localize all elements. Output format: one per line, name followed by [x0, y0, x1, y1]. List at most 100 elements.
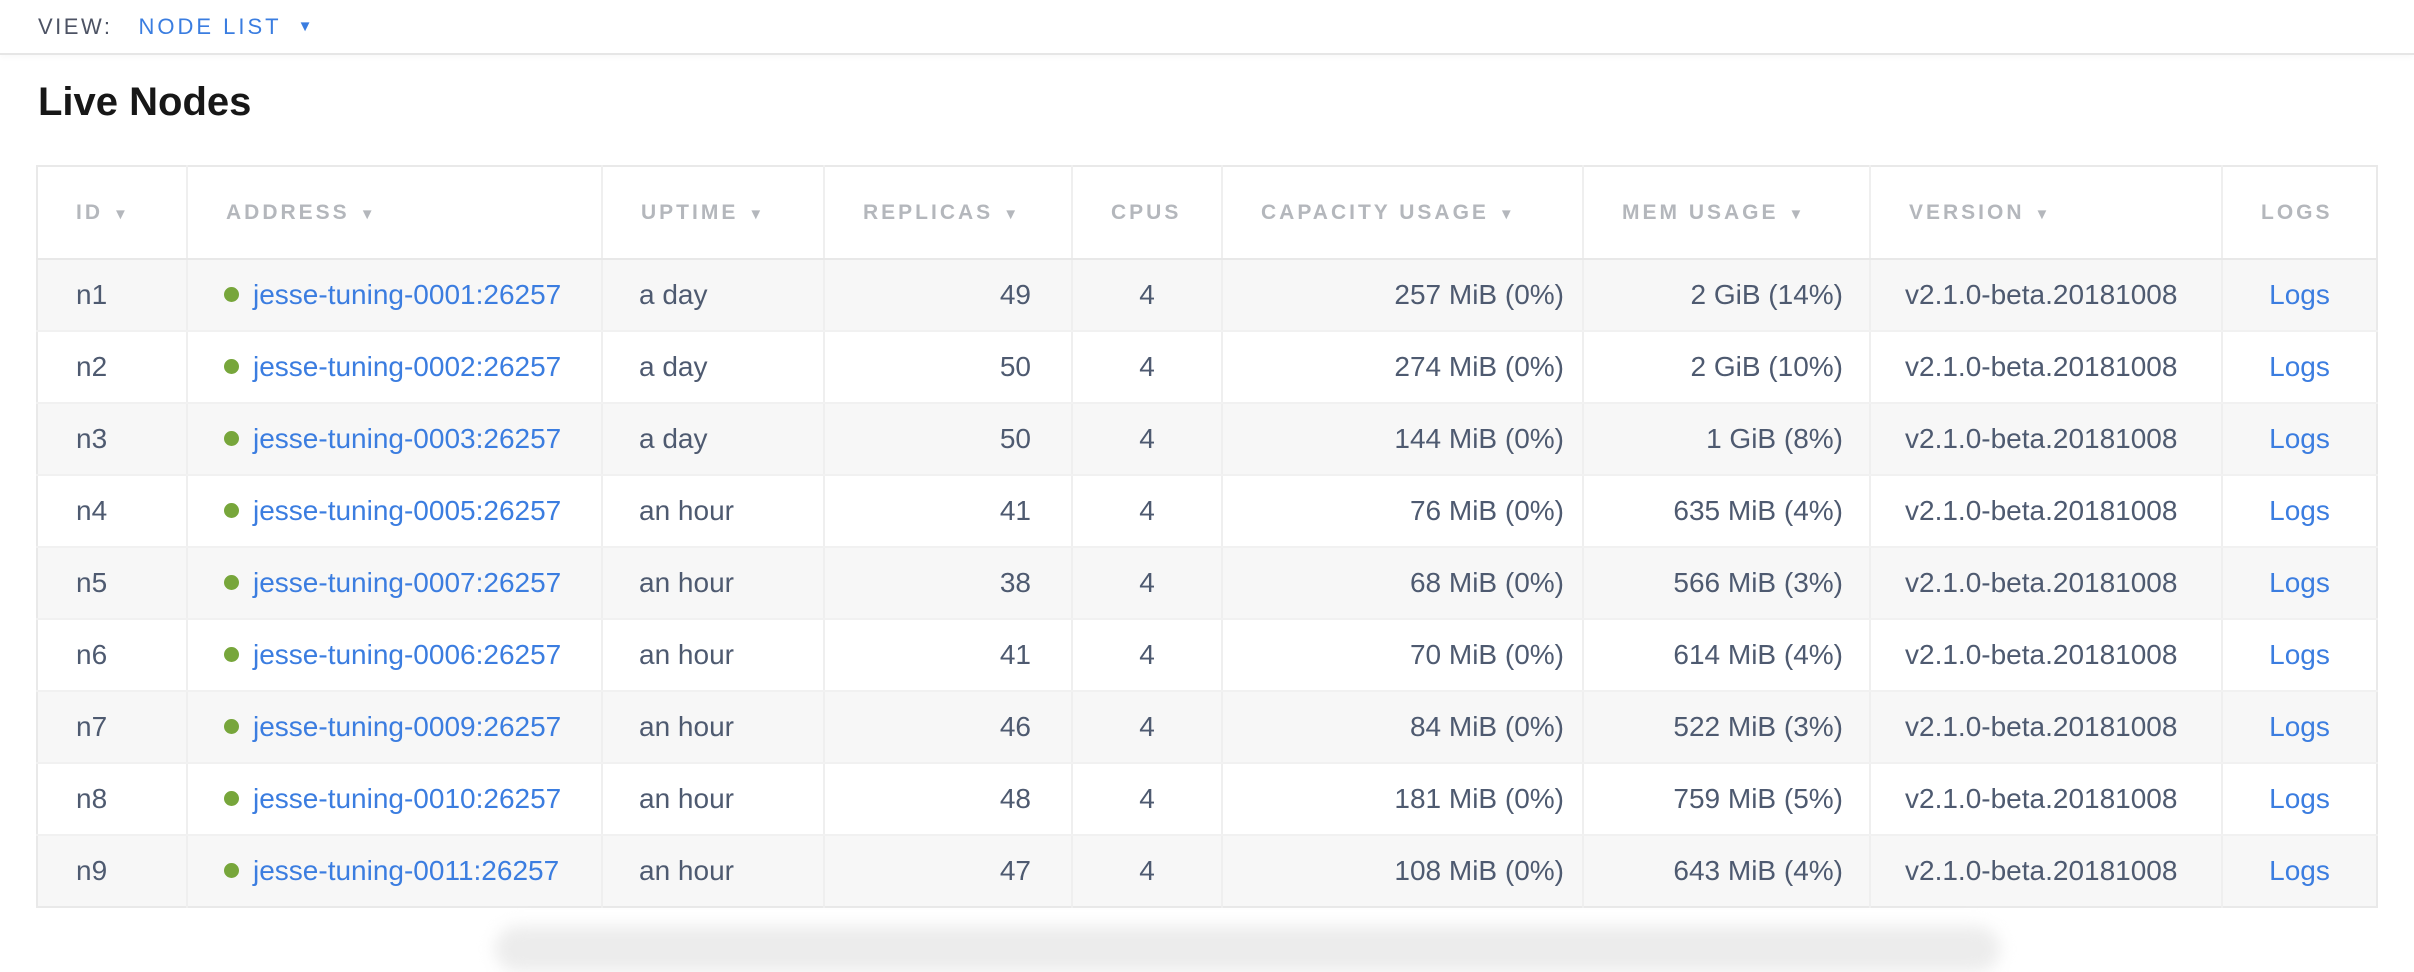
uptime-cell: a day [602, 331, 825, 404]
sort-desc-icon: ▼ [113, 205, 131, 223]
node-logs-link[interactable]: Logs [2269, 711, 2330, 742]
sort-desc-icon: ▼ [2034, 205, 2053, 223]
column-header-label: REPLICAS [863, 200, 994, 224]
replicas-cell: 50 [824, 403, 1073, 476]
column-header-label: CPUS [1111, 200, 1182, 224]
view-selector-dropdown[interactable]: NODE LIST ▼ [138, 14, 312, 40]
replicas-cell: 50 [824, 331, 1073, 404]
uptime-cell: an hour [602, 619, 825, 692]
uptime-cell: an hour [602, 475, 825, 548]
node-logs-link[interactable]: Logs [2269, 783, 2330, 814]
column-header-label: LOGS [2261, 200, 2333, 224]
node-row-n1: n1 jesse-tuning-0001:26257 a day 49 4 257 MiB… [37, 259, 2377, 332]
cpus-cell: 4 [1072, 259, 1223, 332]
cpus-cell: 4 [1072, 763, 1223, 836]
address-cell: jesse-tuning-0002:26257 [187, 331, 603, 404]
node-logs-link[interactable]: Logs [2269, 423, 2330, 454]
address-cell: jesse-tuning-0005:26257 [187, 475, 603, 548]
capacity-cell: 181 MiB (0%) [1222, 763, 1584, 836]
node-logs-link[interactable]: Logs [2269, 279, 2330, 310]
node-logs-link[interactable]: Logs [2269, 855, 2330, 886]
mem-cell: 522 MiB (3%) [1583, 691, 1871, 764]
uptime-cell: an hour [602, 835, 825, 907]
node-address-link[interactable]: jesse-tuning-0003:26257 [253, 423, 562, 454]
capacity-cell: 68 MiB (0%) [1222, 547, 1584, 620]
replicas-cell: 48 [824, 763, 1073, 836]
column-header-mem[interactable]: MEM USAGE ▼ [1583, 166, 1871, 260]
node-row-n9: n9 jesse-tuning-0011:26257 an hour 47 4 108 M… [37, 835, 2377, 907]
node-logs-link[interactable]: Logs [2269, 351, 2330, 382]
live-nodes-table: ID ▼ ADDRESS ▼ UPTIME ▼ REPLICAS ▼ CPUS CAPACITY … [36, 165, 2378, 908]
node-address-link[interactable]: jesse-tuning-0005:26257 [253, 495, 562, 526]
capacity-cell: 76 MiB (0%) [1222, 475, 1584, 548]
column-header-label: MEM USAGE [1622, 200, 1779, 224]
column-header-uptime[interactable]: UPTIME ▼ [602, 166, 825, 260]
id-cell: n8 [37, 763, 188, 836]
node-live-status-icon [224, 791, 239, 807]
mem-cell: 1 GiB (8%) [1583, 403, 1871, 476]
version-cell: v2.1.0-beta.20181008 [1870, 259, 2223, 332]
column-header-version[interactable]: VERSION ▼ [1870, 166, 2223, 260]
column-header-label: ADDRESS [226, 200, 350, 224]
capacity-cell: 274 MiB (0%) [1222, 331, 1584, 404]
node-live-status-icon [224, 863, 239, 879]
version-cell: v2.1.0-beta.20181008 [1870, 403, 2223, 476]
sort-desc-icon: ▼ [748, 205, 767, 223]
capacity-cell: 257 MiB (0%) [1222, 259, 1584, 332]
column-header-address[interactable]: ADDRESS ▼ [187, 166, 603, 260]
cpus-cell: 4 [1072, 835, 1223, 907]
address-cell: jesse-tuning-0006:26257 [187, 619, 603, 692]
node-address-link[interactable]: jesse-tuning-0001:26257 [253, 279, 562, 310]
id-cell: n2 [37, 331, 188, 404]
node-logs-link[interactable]: Logs [2269, 495, 2330, 526]
uptime-cell: an hour [602, 763, 825, 836]
version-cell: v2.1.0-beta.20181008 [1870, 835, 2223, 907]
mem-cell: 635 MiB (4%) [1583, 475, 1871, 548]
node-row-n5: n5 jesse-tuning-0007:26257 an hour 38 4 68 Mi… [37, 547, 2377, 620]
column-header-label: CAPACITY USAGE [1261, 200, 1489, 224]
node-logs-link[interactable]: Logs [2269, 639, 2330, 670]
cpus-cell: 4 [1072, 547, 1223, 620]
mem-cell: 2 GiB (14%) [1583, 259, 1871, 332]
node-live-status-icon [224, 359, 239, 375]
node-address-link[interactable]: jesse-tuning-0006:26257 [253, 639, 562, 670]
node-row-n7: n7 jesse-tuning-0009:26257 an hour 46 4 84 Mi… [37, 691, 2377, 764]
sort-desc-icon: ▼ [359, 205, 378, 223]
column-header-replicas[interactable]: REPLICAS ▼ [824, 166, 1073, 260]
node-address-link[interactable]: jesse-tuning-0007:26257 [253, 567, 562, 598]
address-cell: jesse-tuning-0001:26257 [187, 259, 603, 332]
logs-cell: Logs [2222, 403, 2377, 476]
cpus-cell: 4 [1072, 619, 1223, 692]
node-address-link[interactable]: jesse-tuning-0002:26257 [253, 351, 562, 382]
column-header-id[interactable]: ID ▼ [37, 166, 188, 260]
view-bar: VIEW: NODE LIST ▼ [0, 0, 2414, 55]
table-header-row: ID ▼ ADDRESS ▼ UPTIME ▼ REPLICAS ▼ CPUS CAPACITY … [37, 166, 2377, 260]
column-header-capacity[interactable]: CAPACITY USAGE ▼ [1222, 166, 1584, 260]
node-row-n2: n2 jesse-tuning-0002:26257 a day 50 4 274 MiB… [37, 331, 2377, 404]
node-live-status-icon [224, 719, 239, 735]
logs-cell: Logs [2222, 259, 2377, 332]
node-live-status-icon [224, 287, 239, 303]
logs-cell: Logs [2222, 547, 2377, 620]
uptime-cell: a day [602, 403, 825, 476]
capacity-cell: 144 MiB (0%) [1222, 403, 1584, 476]
cpus-cell: 4 [1072, 475, 1223, 548]
node-row-n3: n3 jesse-tuning-0003:26257 a day 50 4 144 MiB… [37, 403, 2377, 476]
cpus-cell: 4 [1072, 403, 1223, 476]
node-address-link[interactable]: jesse-tuning-0009:26257 [253, 711, 562, 742]
capacity-cell: 84 MiB (0%) [1222, 691, 1584, 764]
address-cell: jesse-tuning-0009:26257 [187, 691, 603, 764]
node-live-status-icon [224, 647, 239, 663]
id-cell: n5 [37, 547, 188, 620]
node-address-link[interactable]: jesse-tuning-0010:26257 [253, 783, 562, 814]
id-cell: n4 [37, 475, 188, 548]
id-cell: n9 [37, 835, 188, 907]
id-cell: n1 [37, 259, 188, 332]
uptime-cell: an hour [602, 547, 825, 620]
node-logs-link[interactable]: Logs [2269, 567, 2330, 598]
mem-cell: 566 MiB (3%) [1583, 547, 1871, 620]
column-header-logs: LOGS [2222, 166, 2377, 260]
column-header-label: UPTIME [641, 200, 739, 224]
node-address-link[interactable]: jesse-tuning-0011:26257 [253, 855, 560, 886]
node-live-status-icon [224, 503, 239, 519]
